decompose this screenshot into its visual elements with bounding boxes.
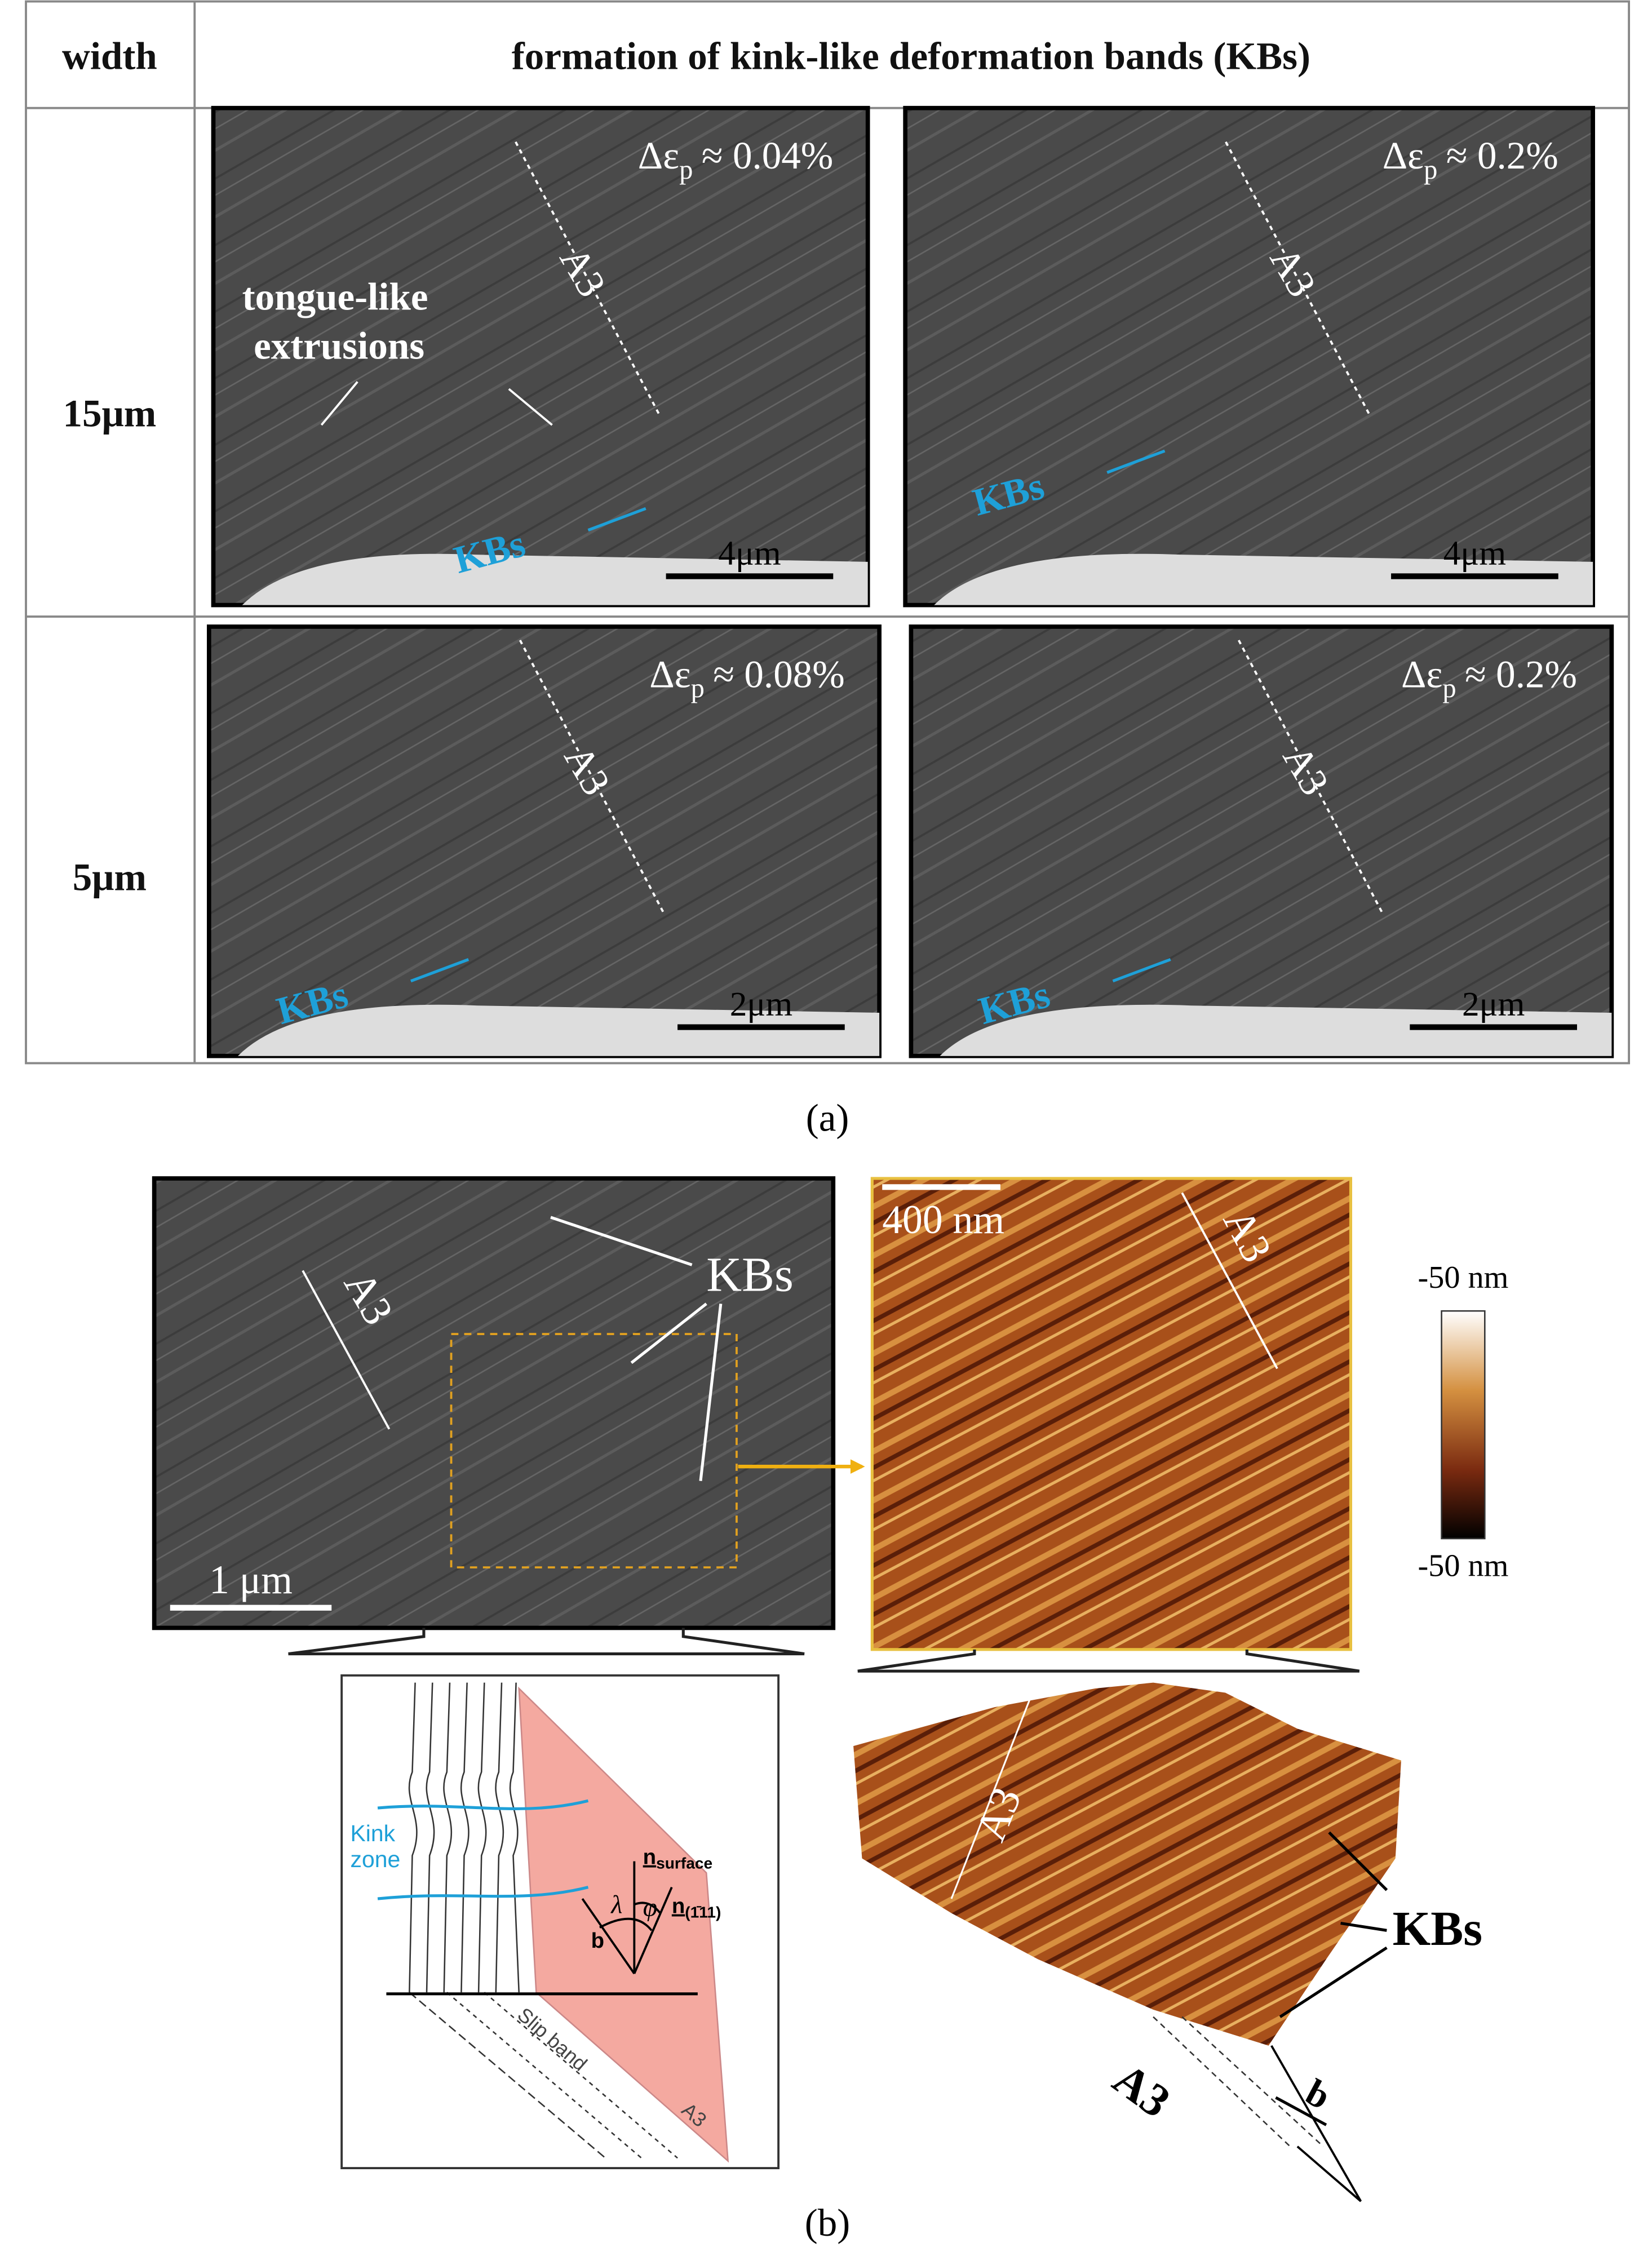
micrograph: [207, 624, 882, 1058]
strain-label: Δεp ≈ 0.2%: [1401, 652, 1577, 703]
vector-subscript: surface: [656, 1854, 712, 1872]
arrowhead: [850, 1459, 865, 1474]
vector-label: n(1̄11): [672, 1894, 721, 1921]
strain-symbol: Δε: [1383, 134, 1424, 177]
strain-symbol: Δε: [649, 652, 690, 695]
header-cell: width: [62, 34, 157, 78]
scale-bar-label: 1 μm: [209, 1558, 293, 1602]
strain-value: ≈ 0.08%: [713, 652, 844, 695]
surface-3d: A3 KBs b A3: [853, 1682, 1482, 2202]
colorbar-label: -50 nm: [1418, 1548, 1508, 1583]
afm-image: 400 nm A3: [870, 1177, 1353, 1651]
scale-bar-label: 2μm: [1462, 985, 1525, 1023]
plane-label: A3: [1104, 2053, 1180, 2127]
kbs-arrow: [587, 507, 646, 532]
kbs-label: KBs: [1393, 1902, 1482, 1956]
scale-bar-label: 400 nm: [882, 1198, 1004, 1242]
schematic: Kink zone nsurface n(1̄11) λ φ b Slip ba…: [340, 1674, 780, 2169]
scale-bar-label: 2μm: [730, 985, 792, 1023]
annotation-arrow: [508, 388, 553, 426]
strain-label: Δεp ≈ 0.08%: [649, 652, 845, 703]
angle-label: λ: [610, 1890, 622, 1919]
strain-symbol: Δε: [638, 134, 679, 177]
bright-edge: [238, 1004, 880, 1056]
bright-edge: [934, 553, 1593, 605]
caption: (a): [806, 1096, 849, 1140]
scale-bar-label: 4μm: [1443, 534, 1506, 573]
strain-subscript: p: [691, 673, 705, 703]
colorbar: -50 nm -50 nm: [1418, 1260, 1508, 1583]
kink-label: Kink: [350, 1820, 395, 1846]
row-label: 15μm: [63, 392, 157, 435]
vector-symbol: n: [643, 1845, 656, 1869]
vector-symbol: n: [672, 1894, 685, 1918]
strain-subscript: p: [679, 154, 693, 185]
colorbar-label: -50 nm: [1418, 1260, 1508, 1295]
kbs-arrow: [410, 958, 470, 983]
angle-label: φ: [643, 1893, 657, 1922]
kbs-arrow: [1112, 958, 1171, 983]
header-cell: formation of kink-like deformation bands…: [512, 34, 1310, 78]
bright-edge: [242, 553, 868, 605]
table: width formation of kink-like deformation…: [25, 0, 1630, 1065]
connectors: [288, 1628, 1360, 1673]
strain-symbol: Δε: [1401, 652, 1442, 695]
row-label: 5μm: [73, 856, 147, 899]
vector-subscript: (1̄11): [685, 1903, 721, 1921]
caption: (b): [805, 2201, 851, 2244]
strain-label: Δεp ≈ 0.04%: [638, 134, 834, 185]
vector-label: nsurface: [643, 1845, 712, 1872]
strain-value: ≈ 0.2%: [1465, 652, 1577, 695]
strain-label: Δεp ≈ 0.2%: [1383, 134, 1558, 185]
strain-subscript: p: [1442, 673, 1456, 703]
micrograph: [909, 624, 1614, 1058]
scale-bar-label: 4μm: [718, 534, 781, 573]
strain-value: ≈ 0.04%: [702, 134, 833, 177]
strain-subscript: p: [1424, 154, 1437, 185]
sem-image: A3 KBs 1 μm: [152, 1176, 836, 1630]
annotation: extrusions: [254, 324, 424, 367]
bright-edge: [940, 1004, 1612, 1056]
kink-label: zone: [350, 1846, 400, 1872]
kbs-arrow: [1106, 449, 1166, 474]
micrograph: [903, 105, 1595, 608]
annotation: tongue-like: [242, 275, 428, 318]
kbs-label: KBs: [706, 1247, 794, 1301]
annotation-arrow: [320, 381, 358, 426]
vector-label: b: [591, 1929, 604, 1953]
strain-value: ≈ 0.2%: [1446, 134, 1558, 177]
vector-label: b: [1299, 2072, 1337, 2118]
